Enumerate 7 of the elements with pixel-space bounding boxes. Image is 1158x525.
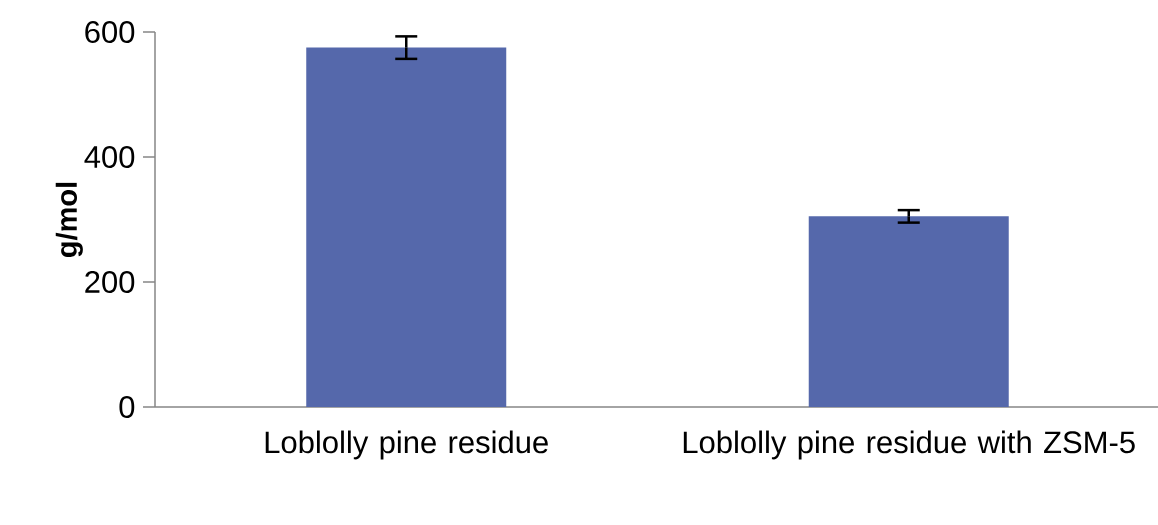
x-tick-label: Loblolly pine residue with ZSM-5 <box>683 430 1135 460</box>
y-tick-label: 0 <box>119 396 135 418</box>
y-tick-label: 200 <box>85 271 135 293</box>
y-axis-title: g/mol <box>55 182 83 257</box>
y-tick-label: 600 <box>85 21 135 43</box>
y-tick-label: 400 <box>84 146 135 168</box>
x-tick-label: Loblolly pine residue <box>265 430 548 460</box>
